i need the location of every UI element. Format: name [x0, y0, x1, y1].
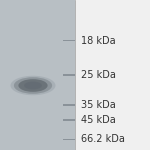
Text: 66.2 kDa: 66.2 kDa: [81, 135, 125, 144]
Ellipse shape: [14, 77, 52, 94]
Text: 25 kDa: 25 kDa: [81, 70, 116, 80]
Ellipse shape: [18, 79, 48, 92]
Text: 35 kDa: 35 kDa: [81, 100, 116, 110]
Text: 18 kDa: 18 kDa: [81, 36, 116, 45]
Bar: [63, 119, 75, 121]
Bar: [75, 0, 150, 150]
Text: 45 kDa: 45 kDa: [81, 115, 116, 125]
Bar: [63, 104, 75, 106]
Ellipse shape: [11, 76, 56, 95]
Bar: [63, 40, 75, 41]
Ellipse shape: [24, 82, 42, 89]
Bar: [63, 74, 75, 76]
Bar: [63, 139, 75, 140]
